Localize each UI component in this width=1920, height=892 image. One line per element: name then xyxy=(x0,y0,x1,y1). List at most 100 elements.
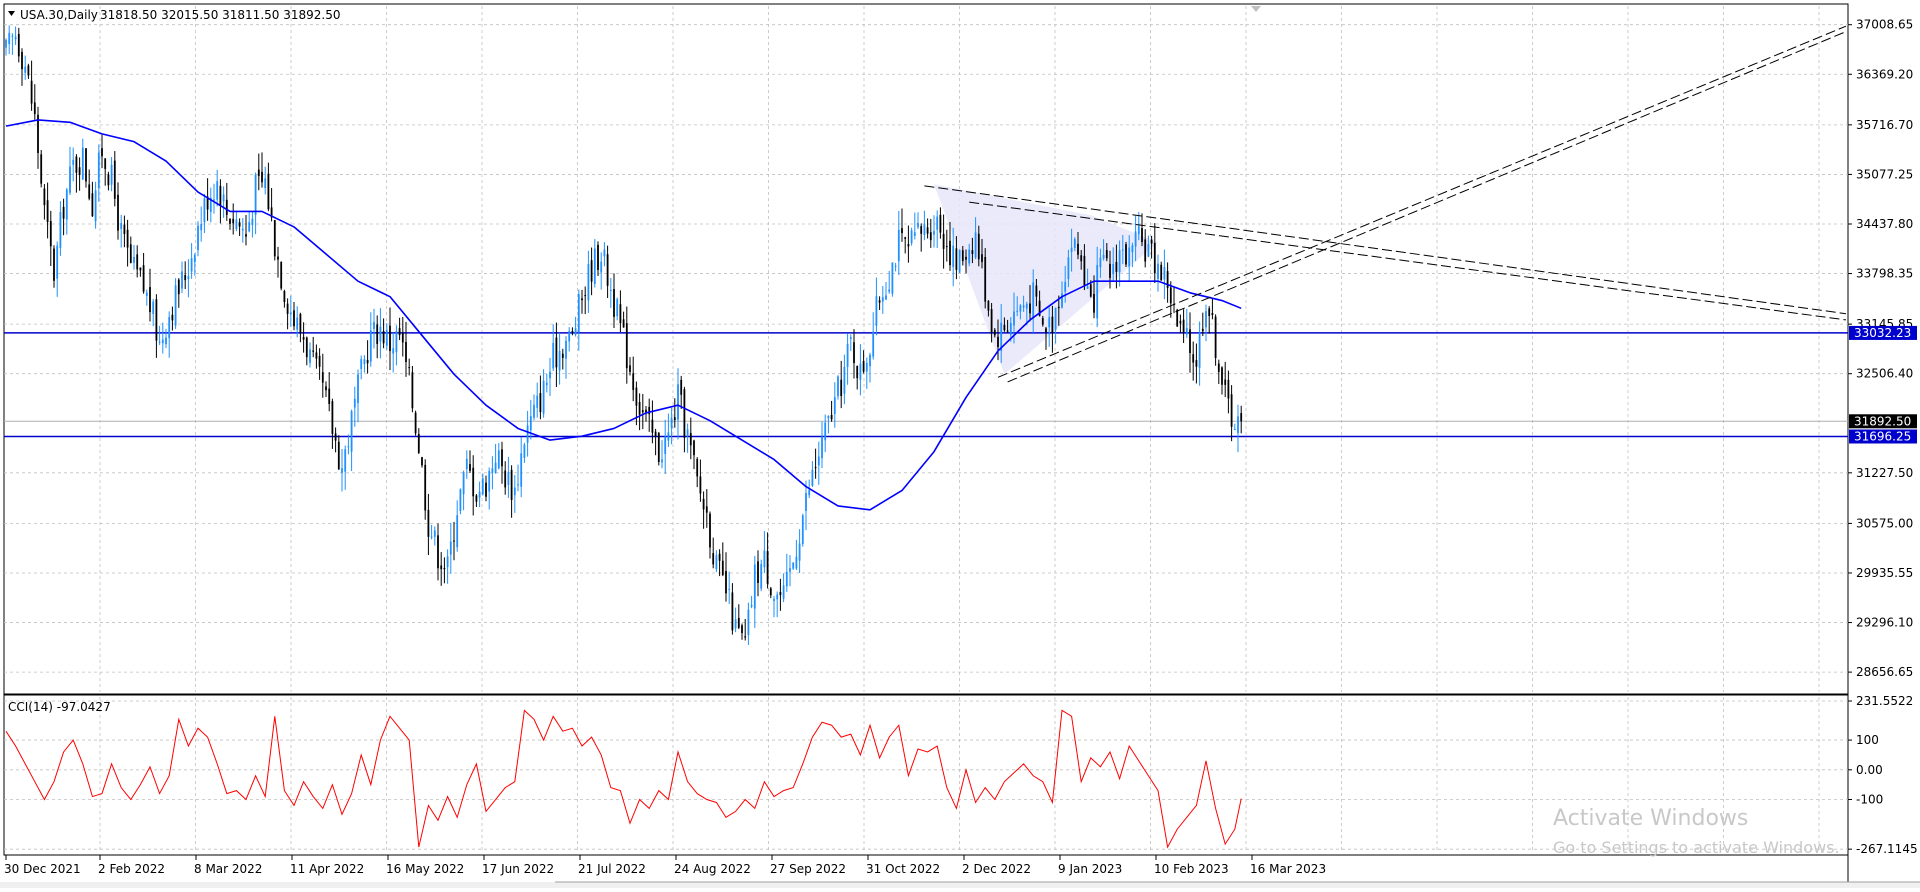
candle-bull xyxy=(1198,332,1201,368)
time-tick-label: 31 Oct 2022 xyxy=(866,862,940,876)
candle-bear xyxy=(606,254,609,286)
scrollbar[interactable] xyxy=(0,882,1920,888)
candle-bear xyxy=(1051,316,1054,333)
candle-bear xyxy=(939,214,942,233)
candle-bear xyxy=(293,310,295,327)
candle-bull xyxy=(1064,281,1067,292)
candle-bull xyxy=(917,222,919,228)
candle-bear xyxy=(1041,318,1044,325)
time-tick-label: 30 Dec 2021 xyxy=(4,862,81,876)
candle-bull xyxy=(289,312,292,315)
candle-bull xyxy=(5,39,7,48)
candle-bear xyxy=(104,158,107,169)
candle-bear xyxy=(1045,328,1047,333)
candle-bear xyxy=(641,410,644,413)
candle-bear xyxy=(901,228,903,234)
candle-bear xyxy=(1150,239,1153,244)
candle-bear xyxy=(142,265,145,292)
candle-bear xyxy=(645,409,647,413)
candle-bull xyxy=(529,416,532,431)
candle-bull xyxy=(353,398,356,408)
candle-bull xyxy=(750,604,753,607)
main-chart-frame xyxy=(3,3,1849,695)
candle-bear xyxy=(366,359,369,364)
candle-bull xyxy=(821,436,823,459)
candle-bear xyxy=(37,114,39,154)
candle-bear xyxy=(680,379,683,395)
candle-bull xyxy=(200,224,203,231)
candle-bear xyxy=(1179,320,1182,324)
candle-bull xyxy=(94,190,97,222)
candle-bear xyxy=(654,431,657,437)
candle-bull xyxy=(894,265,897,267)
candle-bear xyxy=(632,373,635,390)
candle-bear xyxy=(622,319,625,328)
shift-marker-icon[interactable] xyxy=(1251,6,1261,12)
candle-bull xyxy=(827,415,830,419)
candle-bear xyxy=(1211,312,1214,316)
candle-bull xyxy=(833,397,836,414)
candle-bear xyxy=(862,361,865,372)
candle-bear xyxy=(731,592,734,631)
candle-bull xyxy=(248,222,251,232)
candle-bull xyxy=(465,458,468,470)
candle-bear xyxy=(232,218,235,224)
candle-bear xyxy=(712,553,715,565)
candle-bull xyxy=(568,330,571,342)
time-tick-label: 21 Jul 2022 xyxy=(578,862,646,876)
candle-bear xyxy=(88,184,91,199)
candle-bear xyxy=(328,388,331,404)
price-tick-label: 35716.70 xyxy=(1856,118,1913,132)
candle-bull xyxy=(789,568,791,572)
candle-bear xyxy=(1160,264,1163,281)
candle-bull xyxy=(536,395,539,408)
candle-bear xyxy=(443,567,446,570)
candle-bull xyxy=(517,484,519,486)
triangle-shading xyxy=(934,184,1158,375)
moving-average-line xyxy=(5,119,1242,511)
candle-bull xyxy=(1157,263,1159,280)
candle-bull xyxy=(891,262,894,294)
candle-bear xyxy=(325,386,327,391)
candle-bear xyxy=(920,226,923,234)
candle-bear xyxy=(987,300,990,311)
candle-bull xyxy=(1121,249,1124,251)
last-price-tag-label: 31892.50 xyxy=(1854,414,1911,428)
candle-bull xyxy=(801,515,804,544)
candle-bear xyxy=(648,406,651,415)
cci-line xyxy=(5,709,1242,849)
candle-bull xyxy=(923,224,926,236)
candle-bear xyxy=(421,457,423,466)
symbol-label: USA.30,Daily xyxy=(20,8,98,22)
candle-bear xyxy=(299,313,302,334)
candle-bear xyxy=(1192,354,1195,363)
candle-bull xyxy=(837,376,839,397)
candle-bull xyxy=(59,212,62,248)
candle-bear xyxy=(283,290,286,303)
candle-bull xyxy=(1019,305,1022,312)
candle-bull xyxy=(616,299,619,317)
candle-bull xyxy=(795,556,798,569)
candle-bull xyxy=(373,322,375,330)
candle-bull xyxy=(379,326,382,342)
candle-bull xyxy=(952,245,955,268)
candle-bear xyxy=(280,261,283,289)
candle-bear xyxy=(779,592,782,596)
candle-bull xyxy=(187,276,190,280)
candle-bear xyxy=(1125,244,1127,265)
candle-bull xyxy=(1163,267,1166,280)
candle-bear xyxy=(1153,242,1156,274)
horizontal-levels xyxy=(4,332,1848,438)
candle-bull xyxy=(1025,303,1028,309)
candle-bear xyxy=(737,617,740,628)
candle-bull xyxy=(872,331,875,357)
candle-bear xyxy=(101,148,103,157)
chevron-down-icon[interactable] xyxy=(8,11,15,16)
candle-bear xyxy=(1109,263,1111,278)
candle-bull xyxy=(251,218,254,225)
candle-bull xyxy=(753,564,756,609)
candle-bear xyxy=(840,379,843,396)
candle-bear xyxy=(1221,367,1223,385)
